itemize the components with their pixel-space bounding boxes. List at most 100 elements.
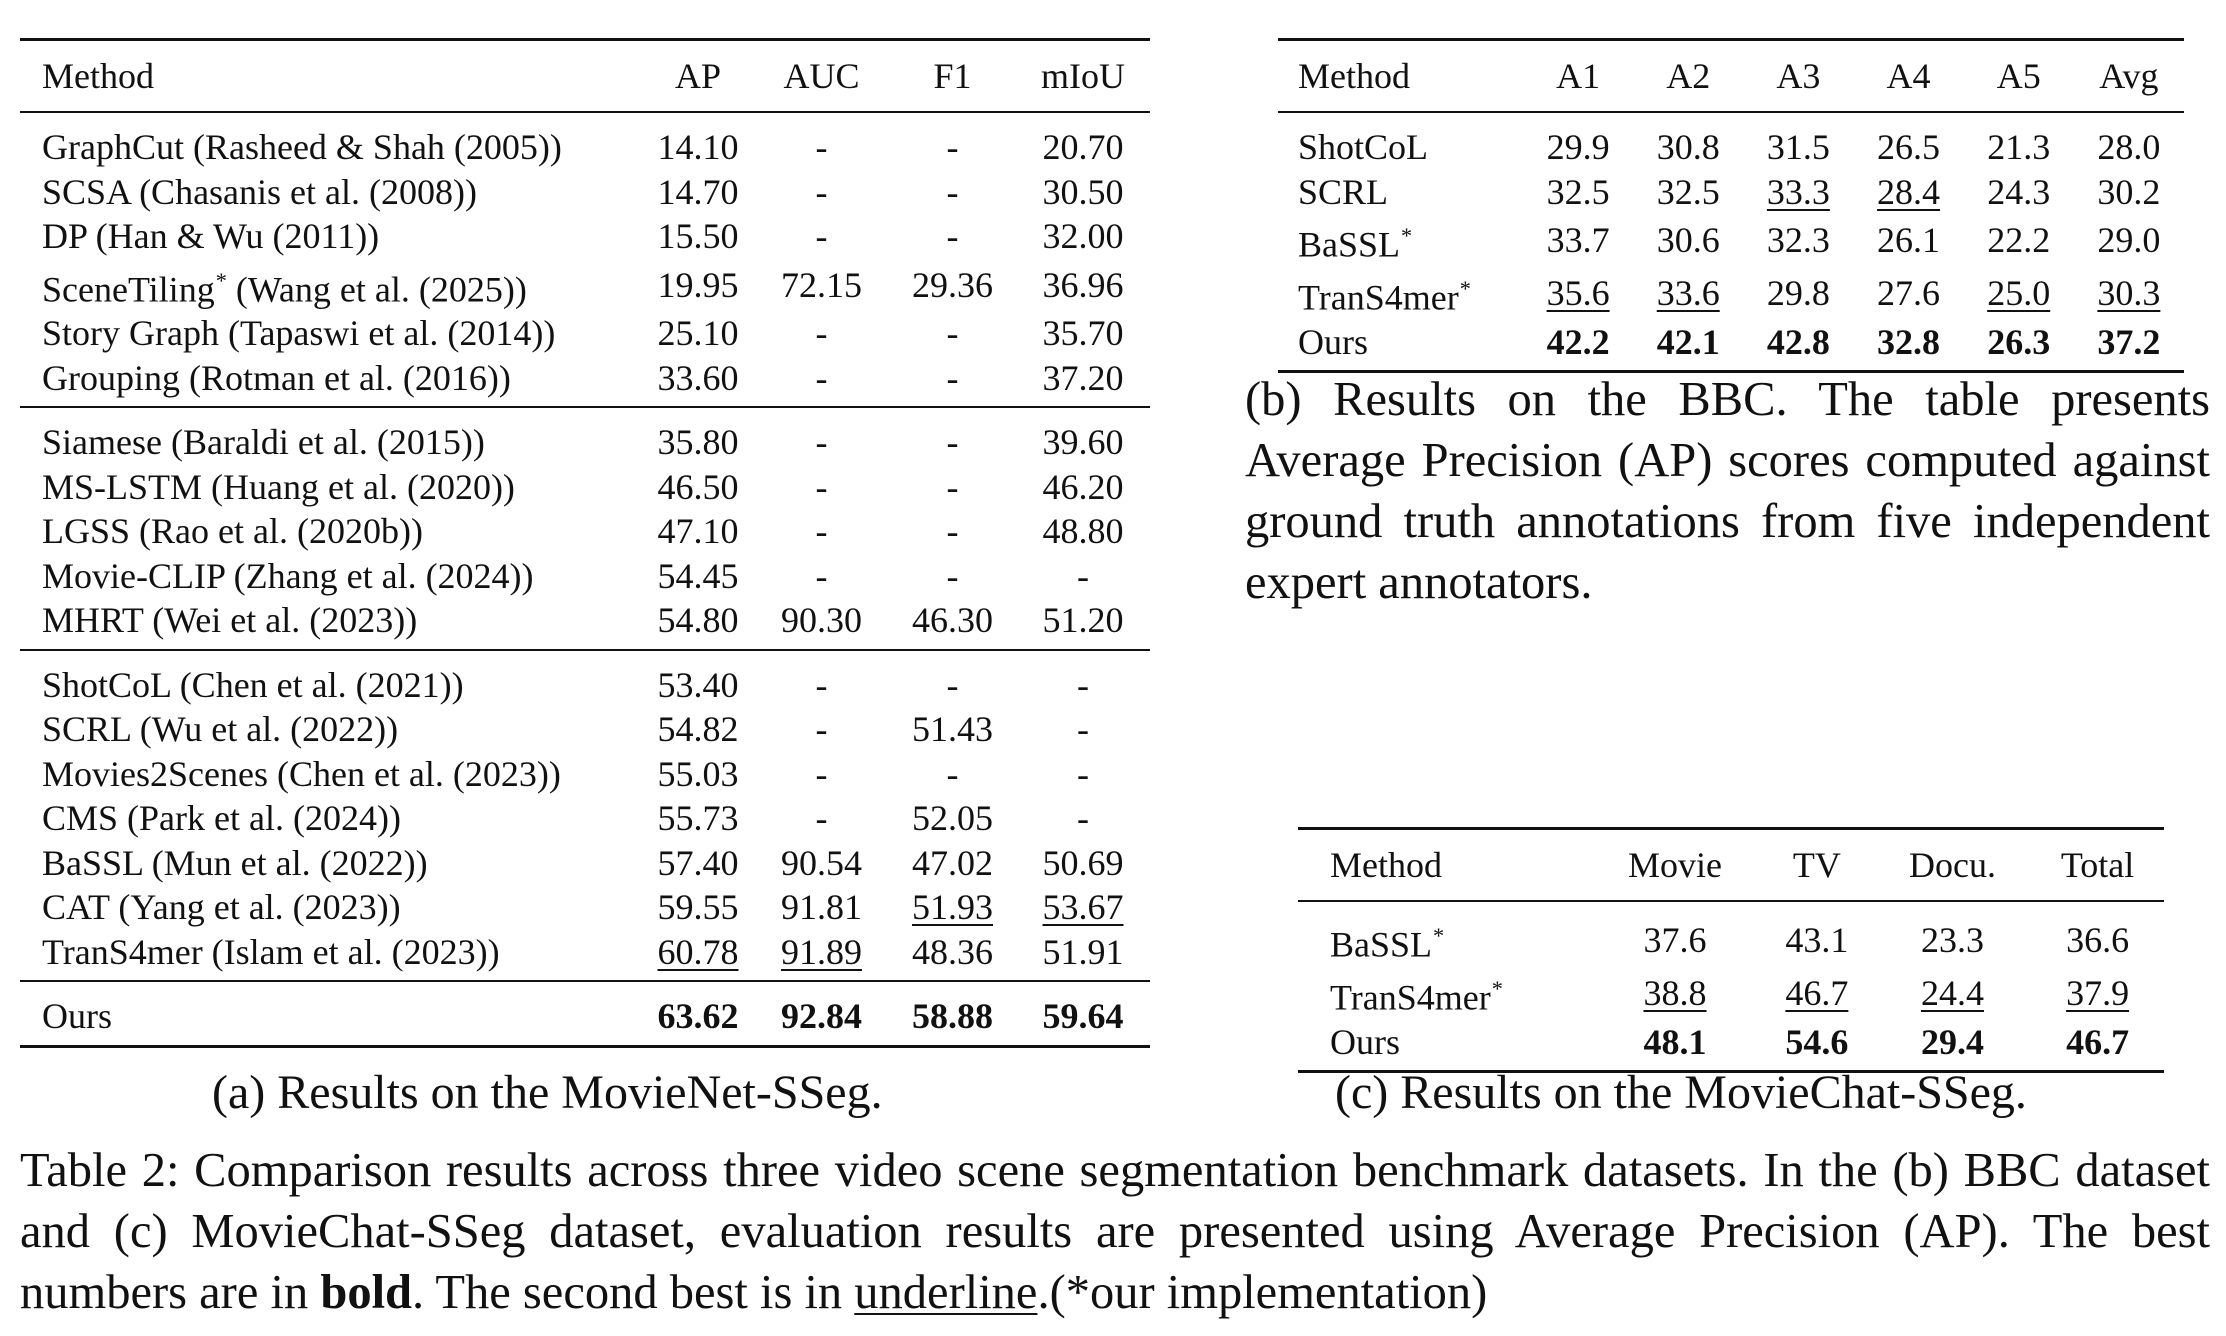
cell-f1: 52.05 bbox=[912, 798, 993, 839]
table-row: SCSA (Chasanis et al. (2008)) 14.70 - - 30.5… bbox=[20, 170, 1150, 215]
cell-method: SCSA (Chasanis et al. (2008)) bbox=[42, 171, 477, 212]
cell-docu: 29.4 bbox=[1920, 1021, 1984, 1062]
cell-method: SceneTiling* (Wang et al. (2025)) bbox=[42, 267, 527, 309]
cell-method: BaSSL (Mun et al. (2022)) bbox=[42, 842, 428, 883]
cell-ap: 55.73 bbox=[657, 798, 739, 839]
cell-auc: 90.30 bbox=[781, 600, 862, 641]
table-row: SceneTiling* (Wang et al. (2025)) 19.95 72… bbox=[20, 259, 1150, 312]
cell-f1: - bbox=[946, 313, 959, 354]
cell-auc: - bbox=[815, 357, 828, 398]
cell-a1: 33.7 bbox=[1546, 220, 1610, 261]
cell-total: 36.6 bbox=[2066, 920, 2130, 961]
cell-ap: 35.80 bbox=[657, 422, 739, 463]
cell-method: Ours bbox=[1330, 1021, 1400, 1062]
cell-auc: - bbox=[815, 511, 828, 552]
table-movienet-body: GraphCut (Rasheed & Shah (2005)) 14.10- -2… bbox=[20, 112, 1150, 1047]
cell-ap: 14.10 bbox=[657, 127, 739, 167]
cell-ap: 57.40 bbox=[657, 842, 739, 883]
table-row: SCRL 32.5 32.5 33.3 28.4 24.3 30.2 bbox=[1278, 170, 2184, 215]
cell-auc: - bbox=[815, 466, 828, 507]
cell-method: DP (Han & Wu (2011)) bbox=[42, 216, 380, 256]
table-movienet: Method AP AUC F1 mIoU GraphCut (Rasheed … bbox=[20, 38, 1150, 1048]
caption-b: (b) Results on the BBC. The table presen… bbox=[1245, 373, 2210, 609]
cell-miou: 50.69 bbox=[1042, 842, 1124, 883]
cell-auc: - bbox=[815, 127, 828, 167]
cell-ap: 33.60 bbox=[657, 357, 739, 398]
cell-method: Movie-CLIP (Zhang et al. (2024)) bbox=[42, 555, 534, 596]
cell-avg: 30.3 bbox=[2097, 273, 2161, 314]
table-row: Ours 48.1 54.6 29.4 46.7 bbox=[1298, 1020, 2164, 1072]
cell-method: BaSSL* bbox=[1298, 223, 1413, 265]
cell-f1: - bbox=[946, 511, 959, 552]
cell-ap: 63.62 bbox=[657, 996, 739, 1037]
table-bbc: Method A1 A2 A3 A4 A5 Avg ShotCoL 29.9 30.… bbox=[1278, 38, 2184, 373]
cell-avg: 30.2 bbox=[2097, 171, 2161, 212]
cell-auc: 90.54 bbox=[781, 842, 862, 883]
col-header-a5: A5 bbox=[1996, 56, 2041, 96]
table-moviechat-grid: Method Movie TV Docu. Total BaSSL* 37.6 43… bbox=[1298, 827, 2164, 1073]
col-header-ap: AP bbox=[674, 56, 722, 96]
col-header-method: Method bbox=[1298, 56, 1410, 96]
cell-a3: 31.5 bbox=[1766, 127, 1830, 167]
cell-ap: 54.45 bbox=[657, 555, 739, 596]
table-header-row: Method AP AUC F1 mIoU bbox=[20, 39, 1150, 112]
cell-a4: 26.5 bbox=[1877, 127, 1941, 167]
cell-method: GraphCut (Rasheed & Shah (2005)) bbox=[42, 127, 562, 167]
cell-miou: - bbox=[1077, 555, 1089, 596]
cell-method: CAT (Yang et al. (2023)) bbox=[42, 887, 401, 928]
table-header-row: Method A1 A2 A3 A4 A5 Avg bbox=[1278, 39, 2184, 112]
cell-miou: - bbox=[1077, 664, 1089, 705]
cell-miou: - bbox=[1077, 798, 1089, 839]
cell-miou: - bbox=[1077, 753, 1089, 794]
cell-tv: 43.1 bbox=[1785, 920, 1849, 961]
cell-auc: 91.81 bbox=[781, 887, 862, 928]
cell-method: SCRL bbox=[1298, 171, 1389, 212]
table-row: DP (Han & Wu (2011)) 15.50 - - 32.00 bbox=[20, 214, 1150, 259]
table-row: Story Graph (Tapaswi et al. (2014)) 25.10… bbox=[20, 311, 1150, 356]
cell-method: Siamese (Baraldi et al. (2015)) bbox=[42, 422, 485, 463]
table-row: ShotCoL 29.9 30.8 31.5 26.5 21.3 28.0 bbox=[1278, 112, 2184, 170]
cell-f1: - bbox=[946, 171, 959, 212]
cell-auc: - bbox=[815, 798, 828, 839]
cell-f1: 51.93 bbox=[912, 887, 993, 928]
table-row: GraphCut (Rasheed & Shah (2005)) 14.10 - - 2… bbox=[20, 112, 1150, 170]
cell-auc: 91.89 bbox=[781, 931, 862, 972]
col-header-movie: Movie bbox=[1627, 845, 1722, 885]
cell-miou: 39.60 bbox=[1042, 422, 1124, 463]
cell-a3: 32.3 bbox=[1766, 220, 1830, 261]
col-header-f1: F1 bbox=[933, 56, 972, 96]
table-row: Siamese (Baraldi et al. (2015)) 35.80 - - 39… bbox=[20, 407, 1150, 465]
cell-miou: 46.20 bbox=[1042, 466, 1124, 507]
cell-ap: 53.40 bbox=[657, 664, 739, 705]
cell-auc: - bbox=[815, 664, 828, 705]
cell-a2: 32.5 bbox=[1656, 171, 1720, 212]
col-header-total: Total bbox=[2060, 845, 2135, 885]
cell-method: ShotCoL (Chen et al. (2021)) bbox=[42, 664, 464, 705]
table-row: TranS4mer (Islam et al. (2023)) 60.78 91.8… bbox=[20, 930, 1150, 982]
cell-f1: 48.36 bbox=[912, 931, 993, 972]
col-header-tv: TV bbox=[1792, 845, 1841, 885]
cell-docu: 23.3 bbox=[1920, 920, 1984, 961]
cell-method: ShotCoL bbox=[1298, 127, 1429, 167]
cell-f1: 29.36 bbox=[912, 264, 993, 305]
cell-f1: - bbox=[946, 555, 959, 596]
cell-tv: 46.7 bbox=[1785, 973, 1849, 1014]
col-header-miou: mIoU bbox=[1041, 56, 1125, 96]
table-row: Grouping (Rotman et al. (2016)) 33.60 - - 37… bbox=[20, 356, 1150, 408]
cell-movie: 38.8 bbox=[1643, 973, 1707, 1014]
cell-auc: - bbox=[815, 171, 828, 212]
cell-method: SCRL (Wu et al. (2022)) bbox=[42, 709, 399, 750]
cell-method: Ours bbox=[1298, 321, 1368, 362]
cell-a2: 33.6 bbox=[1656, 273, 1720, 314]
cell-f1: - bbox=[946, 127, 959, 167]
cell-method: TranS4mer (Islam et al. (2023)) bbox=[42, 931, 500, 972]
cell-a1: 35.6 bbox=[1546, 273, 1610, 314]
col-header-method: Method bbox=[42, 56, 154, 96]
col-header-a1: A1 bbox=[1556, 56, 1601, 96]
cell-a3: 29.8 bbox=[1766, 273, 1830, 314]
cell-a4: 27.6 bbox=[1877, 273, 1941, 314]
cell-a1: 29.9 bbox=[1546, 127, 1610, 167]
cell-f1: 58.88 bbox=[912, 996, 993, 1037]
table-row: BaSSL* 37.6 43.1 23.3 36.6 bbox=[1298, 901, 2164, 967]
cell-a5: 25.0 bbox=[1987, 273, 2051, 314]
